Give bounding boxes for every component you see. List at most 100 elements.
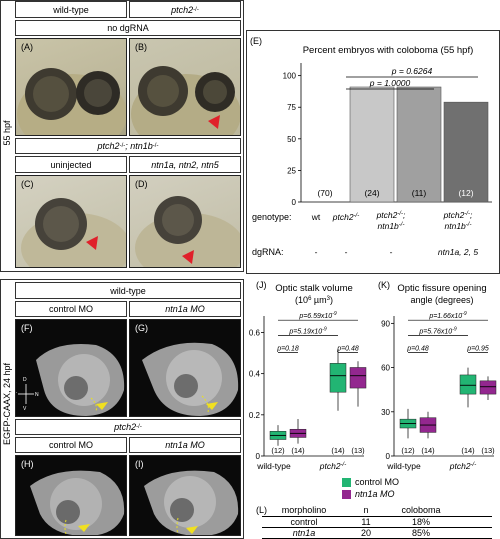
col-label-wildtype: wild-type: [15, 1, 127, 18]
pvalue-label: p=5.19x10-9: [288, 327, 327, 336]
box: [479, 380, 497, 395]
xlabel-J-wt: wild-type: [256, 461, 291, 471]
no-dgrna-label: no dgRNA: [15, 20, 241, 36]
coloboma-bar-chart: (E) Percent embryos with coloboma (55 hp…: [250, 36, 492, 257]
dgrna-2: -: [345, 247, 348, 257]
photo-H: (H): [15, 455, 127, 536]
wt-title: wild-type: [15, 282, 241, 299]
axis-d: D: [23, 377, 27, 383]
chart-J-title-1: Optic stalk volume: [275, 283, 353, 294]
header-morpholino: morpholino: [281, 505, 327, 515]
col-label-ptch2: ptch2 -/-: [129, 1, 241, 18]
pvalue-label: p=1.66x10-9: [428, 311, 467, 320]
dgrna-1: -: [315, 247, 318, 257]
chart-E-significance: p = 0.6264 p = 1.0000: [346, 66, 478, 90]
y-tick-label: 30: [381, 408, 390, 417]
bar-n-label: (11): [412, 188, 427, 198]
col-ntn1a-mo-2: ntn1a MO: [129, 437, 241, 453]
eye-render-G: [142, 342, 239, 416]
n-label: (13): [481, 446, 495, 455]
header-coloboma: coloboma: [401, 505, 441, 515]
photo-C: (C): [15, 175, 127, 268]
y-tick-label: 0: [292, 198, 297, 207]
y-tick-label: 100: [283, 72, 297, 81]
legend: control MO ntn1a MO: [342, 476, 399, 500]
row2-title: ptch2 -/-; ntn1b -/-: [15, 138, 241, 154]
pvalue-2: p = 0.6264: [391, 66, 433, 76]
bar-n-label: (24): [364, 188, 379, 198]
n-label: (12): [271, 446, 285, 455]
panel-L-table: morpholino n coloboma control 11 18% ntn…: [262, 505, 492, 539]
table-header: morpholino n coloboma: [262, 505, 492, 517]
panel-J-label: (J): [256, 280, 267, 290]
n-label: (14): [331, 446, 345, 455]
panel-K-label: (K): [378, 280, 390, 290]
col-control-mo-1: control MO: [15, 301, 127, 317]
pvalue-1: p = 1.0000: [369, 78, 411, 88]
bar: [349, 86, 395, 203]
legend-control: control MO: [342, 476, 399, 488]
col-label-uninjected: uninjected: [15, 156, 127, 173]
xlabel-K-wt: wild-type: [386, 461, 421, 471]
y-tick-label: 25: [287, 166, 296, 175]
pvalue-label: p=0.95: [466, 345, 489, 352]
legend-ntn1a: ntn1a MO: [342, 488, 399, 500]
photo-A: (A): [15, 38, 127, 136]
arrowhead-icon: [208, 115, 220, 129]
arrowhead-icon: [78, 524, 90, 532]
photo-I: (I): [129, 455, 241, 536]
bar: [443, 101, 489, 203]
photo-D: (D): [129, 175, 241, 268]
y-tick-label: 90: [381, 319, 390, 328]
chart-J-title-2: (106 µm3): [295, 295, 333, 305]
n-label: (12): [401, 446, 415, 455]
axis-t: T: [16, 392, 17, 398]
embryo-head-B: [131, 66, 240, 135]
y-tick-label: 0.6: [249, 328, 261, 337]
arrowhead-icon: [96, 402, 108, 410]
photo-B: (B): [129, 38, 241, 136]
chart-E-title: Percent embryos with coloboma (55 hpf): [303, 45, 474, 56]
col-control-mo-2: control MO: [15, 437, 127, 453]
y-tick-label: 60: [381, 364, 390, 373]
legend-swatch-control: [342, 477, 351, 487]
header-n: n: [363, 505, 369, 515]
pvalue-label: p=0.18: [276, 345, 299, 352]
arrowhead-icon: [86, 236, 98, 250]
chart-K-title-2: angle (degrees): [410, 295, 473, 305]
genotype-ptch2-ntn1b-2a: ptch2-/-;: [443, 210, 473, 220]
dgrna-3: -: [390, 247, 393, 257]
y-tick-label: 0: [256, 452, 261, 461]
n-label: (14): [291, 446, 305, 455]
chart-E-bars: (70) (24) (11) (12): [317, 86, 489, 203]
eye-render-I: [144, 470, 239, 535]
pvalue-label: p=5.76x10-9: [418, 327, 457, 336]
dgrna-row-label: dgRNA:: [252, 247, 284, 257]
eye-render-F: D V N T: [16, 344, 125, 416]
chart-J-plot: 0 0.2 0.4 0.6 (12) (14) (14) (13) p=6.59x10-9 p=5…: [249, 311, 367, 461]
photo-F: D V N T (F): [15, 319, 127, 417]
embryo-head-D: [135, 196, 240, 267]
dgrna-4: ntn1a, 2, 5: [438, 247, 478, 257]
bar-n-label: (12): [458, 188, 473, 198]
y-tick-label: 50: [287, 135, 296, 144]
genotype-ptch2: ptch2-/-: [332, 212, 359, 222]
pvalue-label: p=0.48: [336, 345, 359, 352]
chart-K-plot: 0 30 60 90 (12) (14) (14) (13) p=1.66x10-9 p=5.76…: [381, 311, 497, 461]
panel-L-label: (L): [256, 505, 267, 515]
axis-v: V: [23, 406, 27, 412]
bottom-side-label: EGFP-CAAX, 24 hpf: [2, 362, 12, 446]
n-label: (13): [351, 446, 365, 455]
arrowhead-icon: [206, 402, 218, 410]
y-tick-label: 0: [386, 452, 391, 461]
n-label: (14): [461, 446, 475, 455]
y-tick-label: 0.4: [249, 370, 261, 379]
ptch2-title: ptch2 -/-: [15, 419, 241, 435]
arrowhead-icon: [186, 526, 198, 534]
table-row: ntn1a 20 85%: [262, 528, 492, 539]
genotype-ptch2-ntn1b-1b: ntn1b-/-: [378, 221, 405, 231]
legend-swatch-ntn1a: [342, 489, 351, 499]
genotype-row-label: genotype:: [252, 212, 292, 222]
bar: [396, 86, 442, 203]
pvalue-label: p=0.48: [406, 345, 429, 352]
